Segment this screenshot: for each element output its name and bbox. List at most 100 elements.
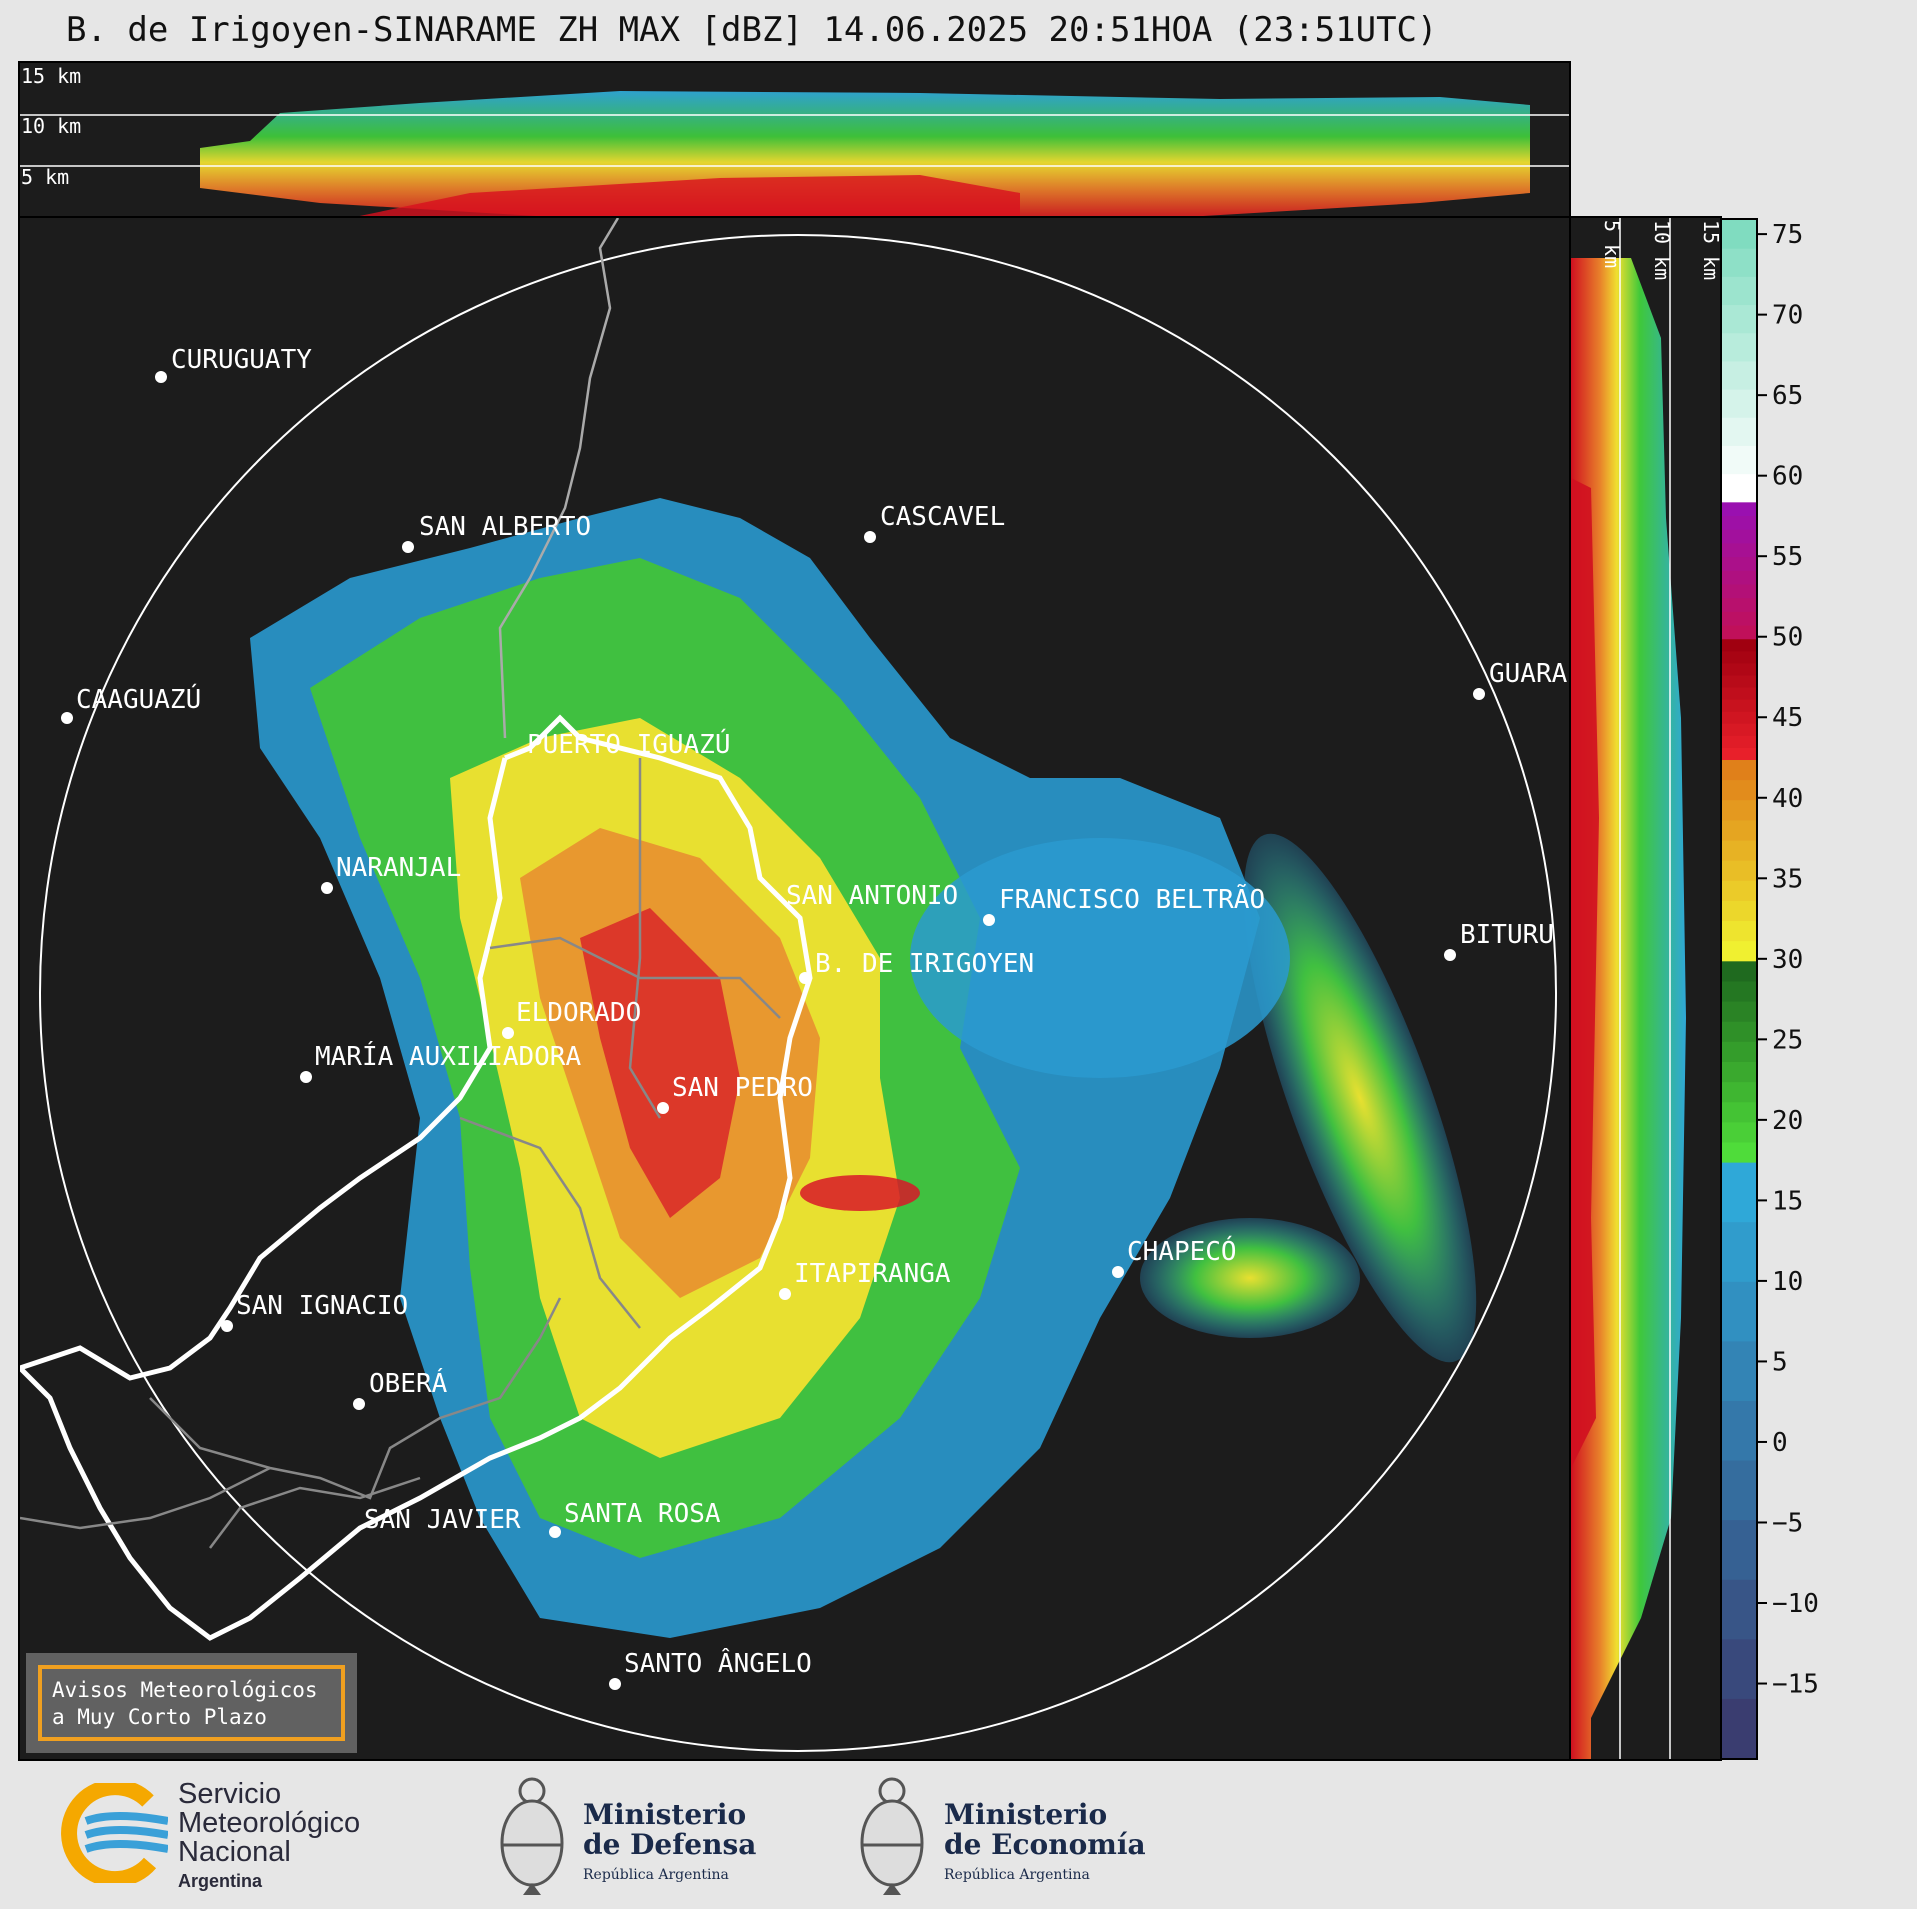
- top-echo-envelope: [200, 91, 1530, 216]
- colorbar-band-5-step-8: [1722, 248, 1756, 277]
- city-santo-angelo: SANTO ÂNGELO: [609, 1647, 812, 1690]
- top-echo-core: [359, 175, 1020, 216]
- side-echo-core: [1571, 478, 1599, 1468]
- city-marker: [402, 541, 414, 553]
- radar-map-panel[interactable]: CURUGUATY SAN ALBERTO CASCAVEL CAAGUAZÚ …: [18, 216, 1571, 1761]
- top-cross-section-chart: 15 km 10 km 5 km: [20, 64, 1569, 216]
- colorbar-band-4-step-0: [1722, 625, 1756, 640]
- city-san-alberto: SAN ALBERTO: [402, 512, 591, 553]
- city-label: SANTO ÂNGELO: [624, 1647, 812, 1679]
- colorbar-band-3-step-0: [1722, 747, 1756, 761]
- side-label-10km: 10 km: [1650, 220, 1674, 280]
- top-label-5km: 5 km: [21, 165, 69, 189]
- colorbar-band-5-step-4: [1722, 360, 1756, 390]
- colorbar-tick-label: 55: [1772, 542, 1803, 572]
- city-label: CURUGUATY: [171, 345, 312, 375]
- border-argentina-main: [20, 714, 813, 1641]
- border-grey-river: [498, 218, 620, 739]
- colorbar-band-4-step-3: [1722, 583, 1756, 599]
- city-guara: GUARA: [1473, 659, 1568, 700]
- side-cross-section-chart: 5 km 10 km 15 km: [1571, 218, 1720, 1759]
- colorbar-band-4-step-7: [1722, 529, 1756, 544]
- city-eldorado: ELDORADO: [502, 998, 641, 1039]
- colorbar-tick-label: 40: [1772, 784, 1803, 814]
- colorbar: [1720, 218, 1758, 1760]
- side-echo-envelope: [1571, 258, 1686, 1759]
- colorbar-tick-label: −15: [1772, 1670, 1819, 1700]
- smn-line-1: Servicio: [178, 1778, 282, 1810]
- city-label: CHAPECÓ: [1127, 1235, 1237, 1267]
- echo-red-cell-south: [800, 1175, 920, 1211]
- map-title: B. de Irigoyen-SINARAME ZH MAX [dBZ] 14.…: [66, 10, 1438, 50]
- colorbar-band-3-step-3: [1722, 711, 1756, 724]
- city-b-de-irigoyen: B. DE IRIGOYEN: [799, 949, 1034, 984]
- colorbar-band-1-step-7: [1722, 1001, 1756, 1022]
- warning-box-frame[interactable]: Avisos Meteorológicos a Muy Corto Plazo: [38, 1665, 345, 1741]
- colorbar-band-3-step-4: [1722, 699, 1756, 712]
- colorbar-band-0-step-3: [1722, 1519, 1756, 1580]
- echo-east-cloud: [910, 838, 1290, 1078]
- border-provincial-3: [459, 1116, 641, 1329]
- border-provincial-4: [149, 1297, 562, 1500]
- colorbar-band-3-step-6: [1722, 674, 1756, 688]
- colorbar-band-2-step-4: [1722, 860, 1756, 881]
- city-naranjal: NARANJAL: [321, 853, 461, 894]
- defensa-line-1: Ministerio: [583, 1798, 747, 1831]
- colorbar-tick-label: 0: [1772, 1428, 1788, 1458]
- city-marker: [221, 1320, 233, 1332]
- city-label: MARÍA AUXILIADORA: [315, 1040, 581, 1072]
- colorbar-tick-label: 15: [1772, 1186, 1803, 1216]
- colorbar-band-2-step-6: [1722, 819, 1756, 841]
- city-marker: [609, 1678, 621, 1690]
- city-obera: OBERÁ: [353, 1367, 448, 1410]
- colorbar-band-4-step-5: [1722, 556, 1756, 571]
- city-bituru: BITURU: [1444, 920, 1554, 961]
- warning-box[interactable]: Avisos Meteorológicos a Muy Corto Plazo: [26, 1653, 357, 1753]
- colorbar-tick-label: −5: [1772, 1508, 1803, 1538]
- top-label-10km: 10 km: [21, 114, 81, 138]
- economia-line-3: República Argentina: [944, 1867, 1090, 1883]
- city-label: SAN IGNACIO: [236, 1291, 408, 1321]
- economia-line-1: Ministerio: [944, 1798, 1108, 1831]
- smn-line-3: Nacional: [178, 1836, 291, 1868]
- colorbar-tick-label: 20: [1772, 1106, 1803, 1136]
- colorbar-band-1-step-3: [1722, 1081, 1756, 1103]
- city-marker: [502, 1027, 514, 1039]
- coat-of-arms-economia-icon: [860, 1777, 924, 1895]
- city-marker: [353, 1398, 365, 1410]
- city-label: SAN JAVIER: [364, 1505, 521, 1535]
- city-label: PUERTO IGUAZÚ: [527, 728, 731, 760]
- defensa-line-3: República Argentina: [583, 1867, 729, 1883]
- colorbar-band-5-step-0: [1722, 473, 1756, 503]
- colorbar-band-5-step-2: [1722, 417, 1756, 446]
- top-cross-section-panel: 15 km 10 km 5 km: [18, 61, 1571, 218]
- city-label: NARANJAL: [336, 853, 461, 883]
- smn-line-2: Meteorológico: [178, 1807, 361, 1839]
- city-marker: [549, 1526, 561, 1538]
- colorbar-band-1-step-0: [1722, 1141, 1756, 1163]
- city-label: SAN ANTONIO: [786, 881, 958, 911]
- city-label: GUARA: [1489, 659, 1568, 689]
- colorbar-band-5-step-1: [1722, 445, 1756, 475]
- colorbar-band-3-step-8: [1722, 650, 1756, 664]
- colorbar-band-0-step-2: [1722, 1579, 1756, 1640]
- colorbar-band-0-step-5: [1722, 1400, 1756, 1461]
- city-label: BITURU: [1460, 920, 1554, 950]
- colorbar-tick-label: 45: [1772, 703, 1803, 733]
- smn-logo-text: Servicio Meteorológico Nacional Argentin…: [178, 1780, 360, 1896]
- city-label: SAN ALBERTO: [419, 512, 591, 542]
- radar-map: CURUGUATY SAN ALBERTO CASCAVEL CAAGUAZÚ …: [20, 218, 1568, 1752]
- city-marker: [300, 1071, 312, 1083]
- city-san-pedro: SAN PEDRO: [657, 1073, 813, 1114]
- colorbar-band-1-step-4: [1722, 1061, 1756, 1083]
- city-label: ITAPIRANGA: [794, 1259, 951, 1289]
- city-itapiranga: ITAPIRANGA: [779, 1259, 951, 1300]
- colorbar-band-2-step-1: [1722, 920, 1756, 942]
- city-marker: [1473, 688, 1485, 700]
- economia-logo-text: Ministerio de Economía República Argenti…: [944, 1800, 1146, 1890]
- colorbar-band-5-step-9: [1722, 220, 1756, 249]
- city-marker: [155, 371, 167, 383]
- colorbar-band-1-step-8: [1722, 980, 1756, 1002]
- colorbar-band-4-step-2: [1722, 597, 1756, 612]
- defensa-line-2: de Defensa: [583, 1828, 757, 1861]
